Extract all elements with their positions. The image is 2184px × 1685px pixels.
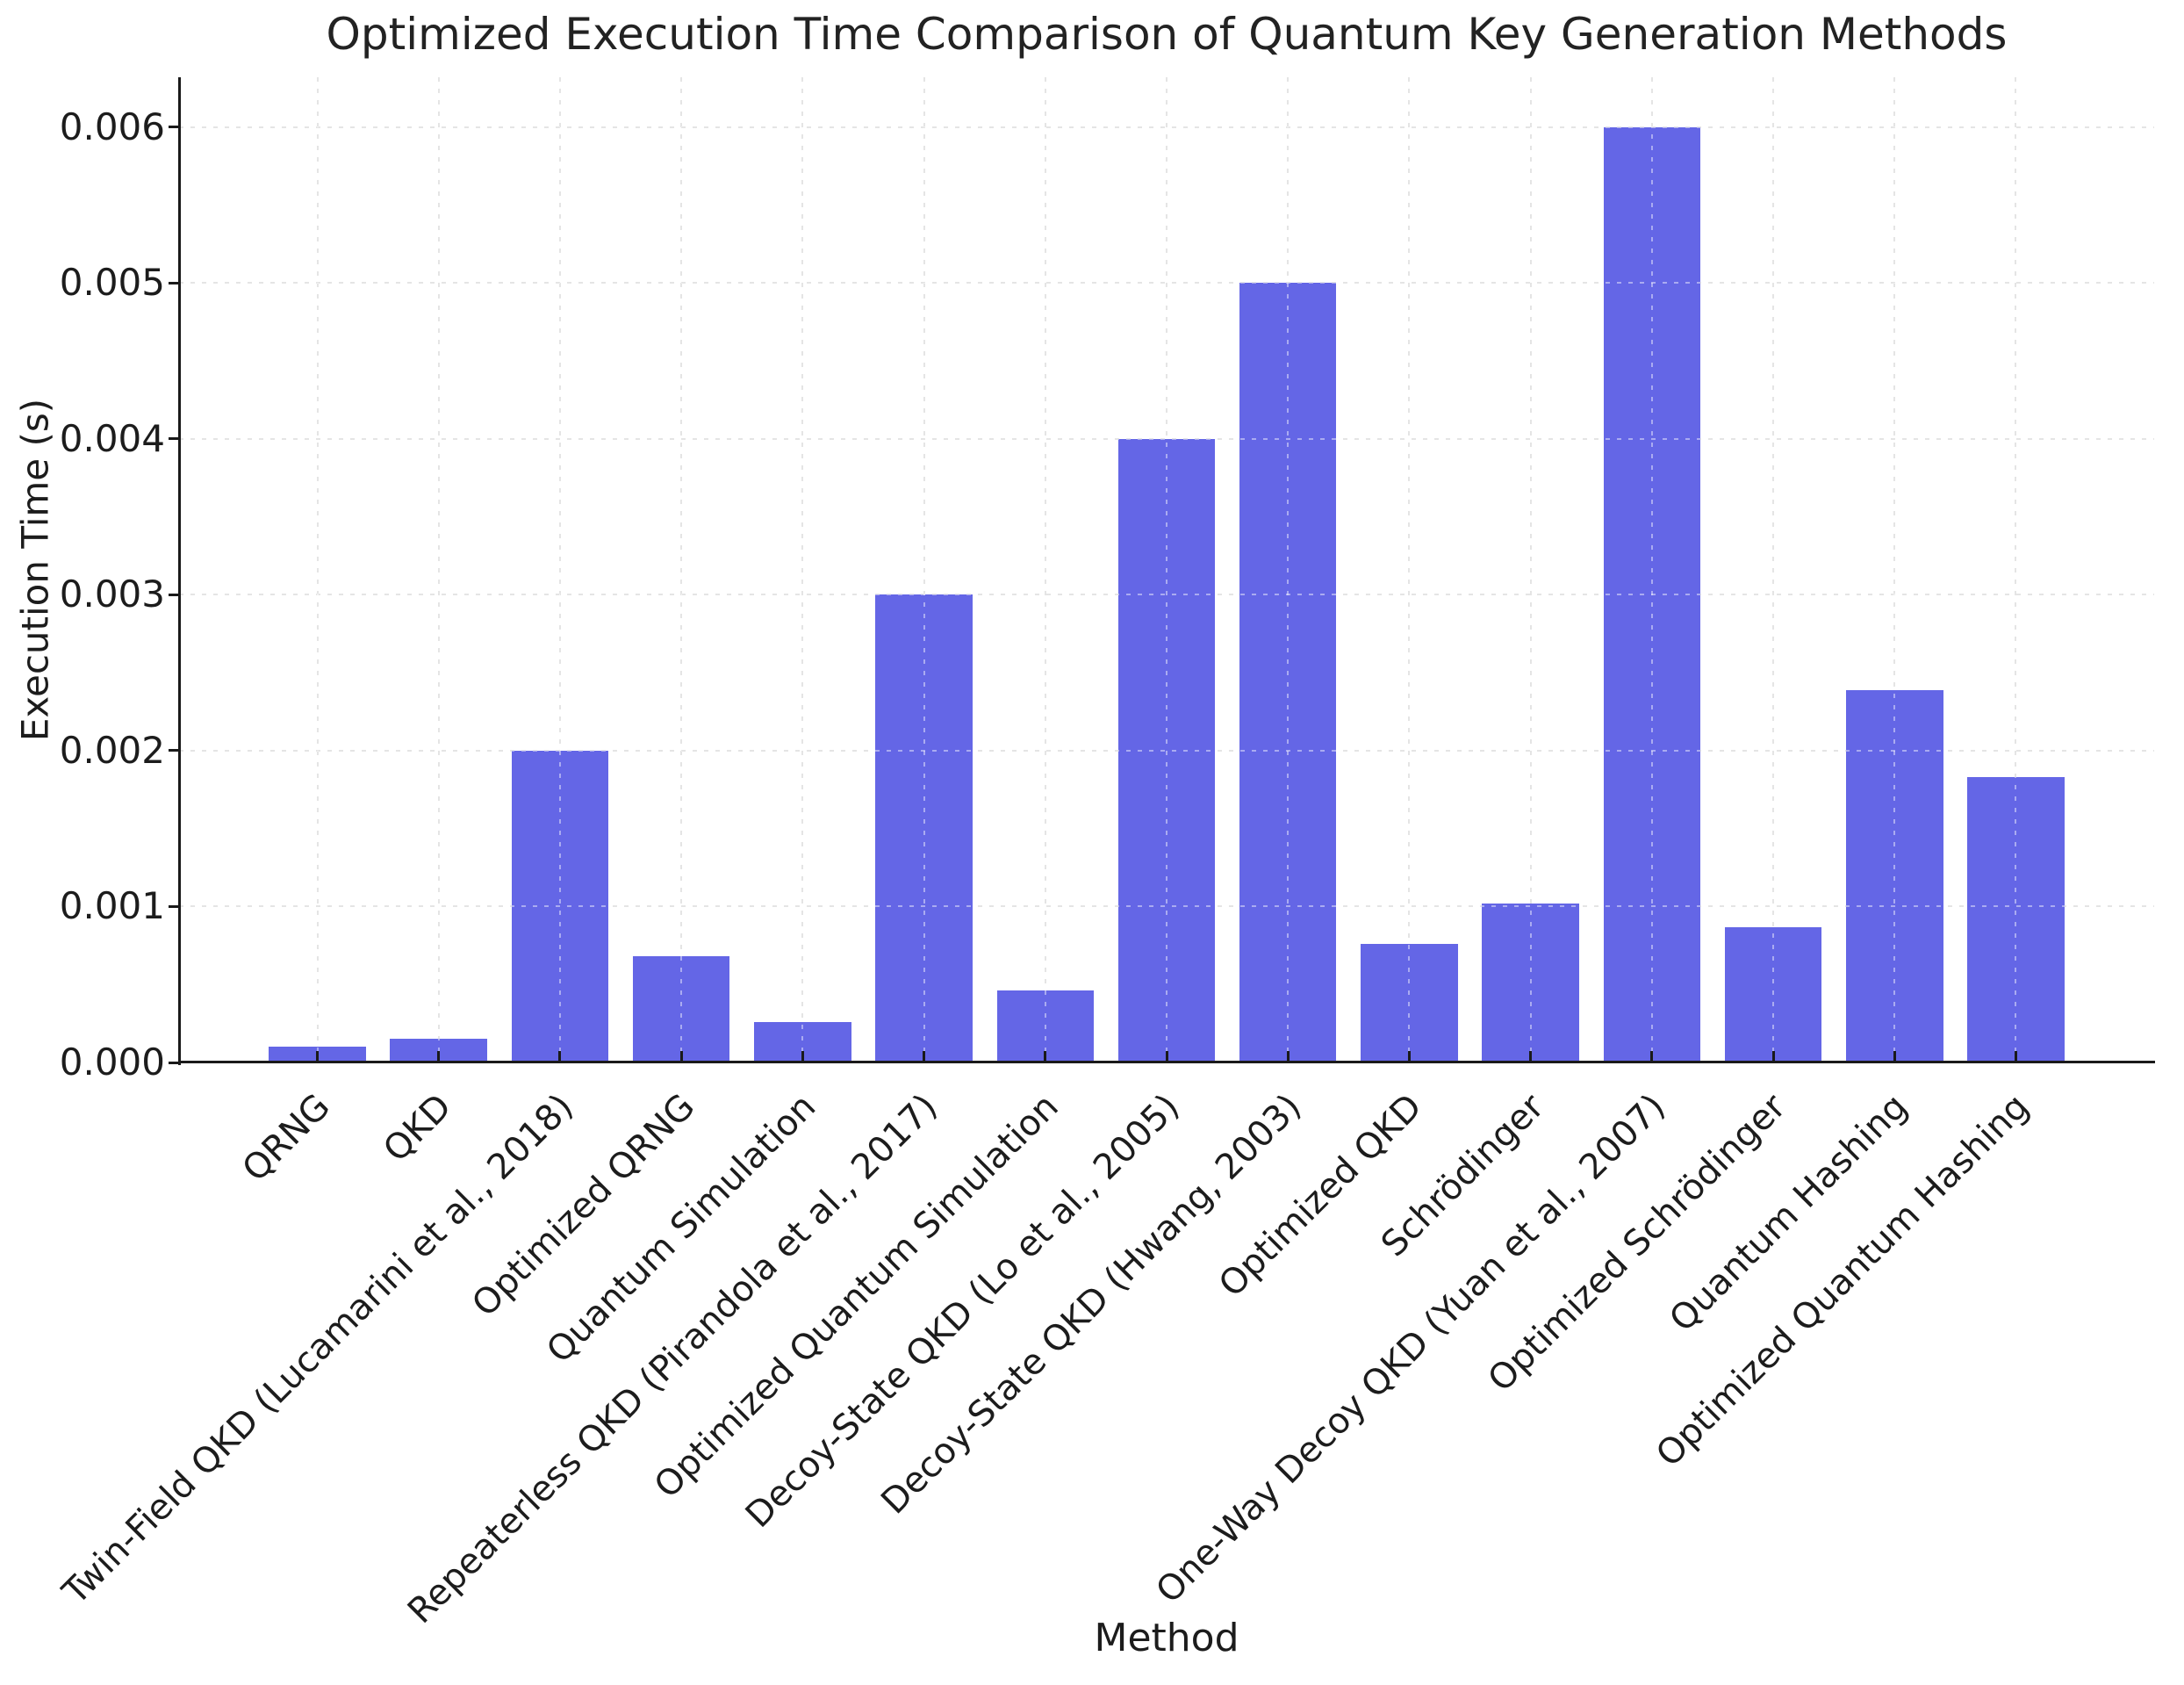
y-tick-label: 0.006: [59, 104, 165, 148]
x-gridline-overlay: [437, 77, 440, 1062]
x-tick-label: Optimized QKD: [1211, 1086, 1431, 1306]
x-tick-mark: [1650, 1051, 1654, 1063]
plot-area: 0.000 0.001 0.002 0.003 0.004 0.005 0.006 QRNG Q…: [55, 77, 2155, 1631]
x-gridline-overlay: [1408, 77, 1411, 1062]
x-tick-mark: [558, 1051, 562, 1063]
bar: [1117, 438, 1216, 1062]
y-tick-mark: [169, 281, 179, 284]
y-gridline-overlay: [179, 905, 2154, 908]
x-gridline: [1772, 77, 1775, 1062]
y-tick-label: 0.000: [59, 1041, 165, 1084]
x-gridline: [1893, 77, 1896, 1062]
x-gridline: [558, 77, 561, 1062]
x-tick-mark: [1165, 1051, 1168, 1063]
x-gridline-overlay: [1287, 77, 1290, 1062]
x-tick-mark: [923, 1051, 926, 1063]
bar: [1361, 944, 1458, 1062]
x-tick-label: QRNG: [234, 1086, 339, 1190]
x-tick-mark: [437, 1051, 441, 1063]
bar: [875, 594, 973, 1062]
y-tick-label: 0.004: [59, 416, 165, 460]
y-axis-label: Execution Time (s): [13, 398, 57, 742]
y-gridline-overlay: [179, 126, 2154, 128]
x-gridline: [2015, 77, 2017, 1062]
chart-title: Optimized Execution Time Comparison of Q…: [326, 9, 2008, 60]
bar: [632, 956, 730, 1062]
x-gridline-overlay: [1166, 77, 1167, 1062]
x-tick-mark: [2014, 1051, 2017, 1063]
x-gridline: [1529, 77, 1532, 1062]
y-tick-mark: [169, 593, 179, 596]
x-tick-mark: [316, 1051, 320, 1063]
y-gridline-overlay: [179, 437, 2154, 440]
bar: [1603, 126, 1701, 1062]
y-tick-mark: [169, 437, 179, 441]
x-gridline: [437, 77, 440, 1062]
x-gridline-overlay: [2015, 77, 2017, 1062]
bar: [1967, 777, 2065, 1062]
x-gridline-overlay: [1893, 77, 1896, 1062]
x-gridline: [923, 77, 925, 1062]
x-gridline: [801, 77, 804, 1062]
x-tick-mark: [1286, 1051, 1290, 1063]
x-gridline-overlay: [1650, 77, 1653, 1062]
x-tick-mark: [801, 1051, 804, 1063]
bar: [1239, 283, 1337, 1062]
y-gridline-overlay: [179, 749, 2154, 752]
y-tick-label: 0.003: [59, 572, 165, 616]
y-tick-mark: [169, 904, 179, 908]
x-tick-mark: [1893, 1051, 1896, 1063]
x-tick-label: Optimized QRNG: [463, 1086, 702, 1325]
x-gridline-overlay: [923, 77, 925, 1062]
bar: [1482, 903, 1579, 1062]
x-axis-label: Method: [1094, 1616, 1239, 1660]
x-gridline-overlay: [558, 77, 561, 1062]
x-gridline-overlay: [680, 77, 683, 1062]
bar: [511, 750, 609, 1062]
y-tick-label: 0.002: [59, 728, 165, 772]
x-tick-label: QKD: [376, 1086, 460, 1170]
y-tick-mark: [169, 749, 179, 752]
x-tick-mark: [1407, 1051, 1411, 1063]
y-tick-label: 0.005: [59, 261, 165, 305]
x-gridline-overlay: [1044, 77, 1046, 1062]
x-tick-mark: [679, 1051, 683, 1063]
x-axis-spine: [178, 1061, 2155, 1063]
x-gridline-overlay: [801, 77, 804, 1062]
x-gridline-overlay: [1772, 77, 1775, 1062]
bar: [1724, 926, 1822, 1062]
bar: [1845, 689, 1943, 1062]
x-gridline: [1044, 77, 1046, 1062]
bar: [996, 990, 1095, 1062]
x-gridline: [1408, 77, 1411, 1062]
y-gridline-overlay: [179, 282, 2154, 284]
x-gridline-overlay: [1529, 77, 1532, 1062]
x-tick-mark: [1044, 1051, 1047, 1063]
x-tick-mark: [1771, 1051, 1775, 1063]
x-tick-mark: [1529, 1051, 1533, 1063]
y-axis-spine: [178, 77, 181, 1065]
x-tick-label: Quantum Hashing: [1662, 1086, 1916, 1340]
y-tick-mark: [169, 126, 179, 129]
x-gridline: [680, 77, 683, 1062]
x-tick-label: Decoy-State QKD (Hwang, 2003): [873, 1086, 1310, 1523]
x-gridline: [316, 77, 319, 1062]
y-tick-label: 0.001: [59, 884, 165, 928]
x-tick-label: Decoy-State QKD (Lo et al., 2005): [738, 1086, 1188, 1536]
y-tick-mark: [169, 1061, 179, 1064]
x-gridline-overlay: [316, 77, 319, 1062]
y-gridline-overlay: [179, 594, 2154, 596]
